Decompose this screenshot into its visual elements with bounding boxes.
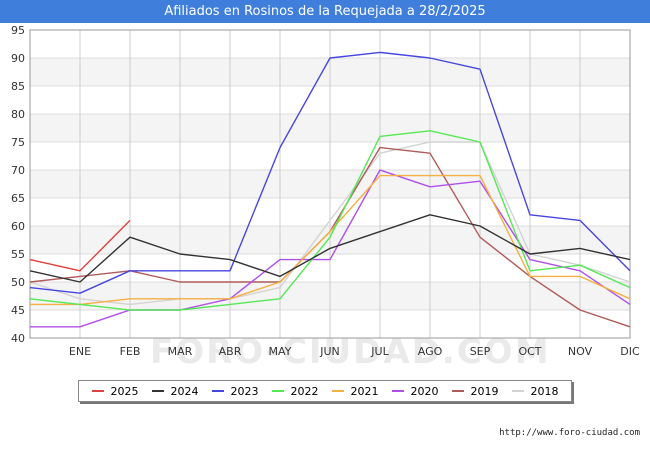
legend-label-2022: 2022 [290,384,319,398]
y-tick-label: 60 [11,220,25,233]
legend-label-2020: 2020 [410,384,439,398]
axes: 40 45 50 55 60 65 70 75 80 85 90 95 ENE FEB MAR ABR MAY J… [11,24,640,358]
y-tick-label: 55 [11,248,25,261]
legend-label-2024: 2024 [170,384,199,398]
series-lines [29,51,631,328]
source-url[interactable]: http://www.foro-ciudad.com [499,428,640,438]
grid [29,29,631,339]
x-tick-label: ENE [69,345,91,358]
y-tick-label: 45 [11,304,25,317]
series-line-2024 [29,214,631,283]
x-tick-label: NOV [568,345,593,358]
y-tick-label: 80 [11,108,25,121]
legend-label-2025: 2025 [110,384,139,398]
legend-label-2018: 2018 [530,384,559,398]
legend-item-2021: 2021 [331,384,379,398]
y-tick-label: 90 [11,52,25,65]
series-line-2023 [29,51,631,294]
x-tick-label: DIC [620,345,640,358]
y-tick-label: 85 [11,80,25,93]
legend-item-2025: 2025 [91,384,139,398]
chart-title: Afiliados en Rosinos de la Requejada a 2… [0,0,650,23]
y-tick-label: 65 [11,192,25,205]
legend-swatch-2021 [331,390,344,392]
legend-item-2024: 2024 [151,384,199,398]
x-tick-label: JUN [319,345,340,358]
legend-label-2021: 2021 [350,384,379,398]
series-line-2021 [30,174,631,306]
plot-border [29,29,631,339]
legend-swatch-2025 [91,390,104,392]
legend-swatch-2019 [451,390,464,392]
series-line-2022 [29,130,631,311]
legend-item-2020: 2020 [391,384,439,398]
legend-swatch-2022 [271,390,284,392]
x-tick-label: FEB [120,345,141,358]
x-tick-label: JUL [370,345,389,358]
legend-item-2023: 2023 [211,384,259,398]
legend-item-2018: 2018 [511,384,559,398]
series-line-2025 [29,219,131,272]
watermark: FORO-CIUDAD.COM [150,332,551,372]
y-tick-label: 95 [11,24,25,37]
x-tick-label: OCT [518,345,541,358]
x-tick-label: SEP [470,345,491,358]
x-tick-label: MAY [269,345,292,358]
y-tick-label: 75 [11,136,25,149]
legend: 2025 2024 2023 2022 2021 2020 2019 2018 [78,380,572,402]
y-tick-label: 50 [11,276,25,289]
legend-swatch-2020 [391,390,404,392]
x-tick-label: MAR [168,345,193,358]
legend-swatch-2023 [211,390,224,392]
legend-swatch-2024 [151,390,164,392]
legend-swatch-2018 [511,390,524,392]
y-tick-label: 70 [11,164,25,177]
legend-label-2019: 2019 [470,384,499,398]
legend-item-2022: 2022 [271,384,319,398]
legend-label-2023: 2023 [230,384,259,398]
legend-item-2019: 2019 [451,384,499,398]
x-tick-label: ABR [219,345,242,358]
y-tick-label: 40 [11,332,25,345]
x-tick-label: AGO [418,345,443,358]
